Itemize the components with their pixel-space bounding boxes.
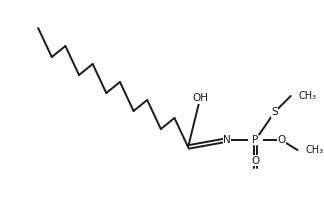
Circle shape <box>249 135 262 145</box>
Text: O: O <box>277 135 285 145</box>
Text: O: O <box>251 156 260 166</box>
Text: CH₃: CH₃ <box>298 91 317 101</box>
Text: CH₃: CH₃ <box>305 145 323 155</box>
Text: S: S <box>271 107 278 117</box>
Text: P: P <box>252 135 259 145</box>
Text: OH: OH <box>192 93 208 103</box>
Text: N: N <box>223 135 231 145</box>
